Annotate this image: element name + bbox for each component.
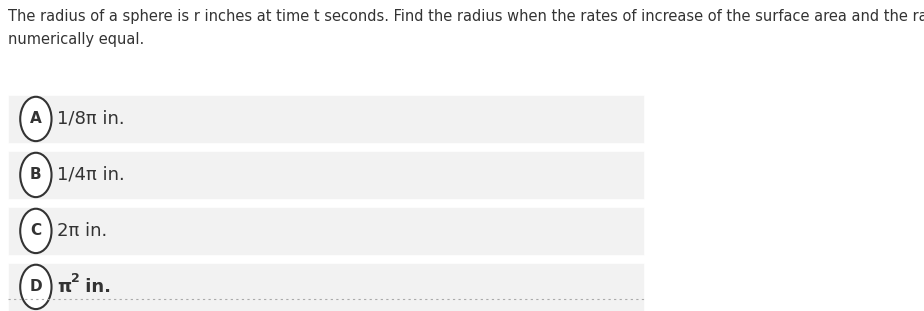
Ellipse shape — [20, 265, 52, 309]
Ellipse shape — [20, 153, 52, 197]
Text: D: D — [30, 279, 43, 295]
Text: The radius of a sphere is r inches at time t seconds. Find the radius when the r: The radius of a sphere is r inches at ti… — [8, 9, 924, 47]
Text: A: A — [30, 111, 42, 127]
FancyBboxPatch shape — [8, 263, 644, 311]
Text: 1/4π in.: 1/4π in. — [57, 166, 125, 184]
FancyBboxPatch shape — [8, 207, 644, 255]
FancyBboxPatch shape — [8, 95, 644, 143]
Text: 2: 2 — [71, 272, 79, 285]
Ellipse shape — [20, 209, 52, 253]
FancyBboxPatch shape — [8, 151, 644, 199]
Text: π: π — [57, 278, 72, 296]
Text: 2π in.: 2π in. — [57, 222, 108, 240]
Text: B: B — [30, 167, 42, 183]
Ellipse shape — [20, 97, 52, 141]
Text: 1/8π in.: 1/8π in. — [57, 110, 125, 128]
Text: C: C — [30, 223, 42, 239]
Text: in.: in. — [79, 278, 111, 296]
